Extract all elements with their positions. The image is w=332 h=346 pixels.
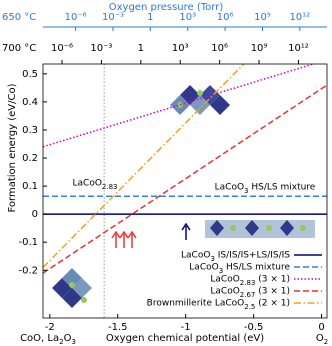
top-tick-label: 10⁹ [251, 43, 268, 54]
top-tick-label: 10⁶ [211, 43, 228, 54]
x-max-label: O2 [316, 333, 328, 346]
legend-label: LaCoO3 HS/LS mixture [189, 263, 290, 276]
y-tick-label: 0.4 [22, 97, 38, 108]
y-tick-label: 0 [32, 209, 38, 220]
crystal-structures [52, 85, 315, 308]
top-tick-label: 1 [147, 12, 153, 23]
plot-lines [43, 64, 327, 318]
top-tick-label: 10⁹ [254, 12, 271, 23]
top-tick-label: 10¹² [288, 43, 309, 54]
y-tick-label: 0.1 [22, 181, 38, 192]
top-tick-label: 10³ [179, 12, 196, 23]
legend-label: LaCoO3 IS/IS/IS+LS/IS/IS [181, 251, 290, 264]
x-axis-label: Oxygen chemical potential (eV) [106, 333, 264, 344]
top-tick-label: 10⁻⁶ [65, 12, 87, 23]
top-tick-label: 10¹² [289, 12, 310, 23]
temperature-label: 700 °C [2, 43, 36, 54]
x-min-label: CoO, La2O3 [20, 333, 76, 346]
top-tick-label: 10⁶ [217, 12, 234, 23]
series-line [43, 84, 327, 274]
plot-frame [42, 63, 328, 319]
x-tick-label: 0 [318, 322, 324, 333]
top-tick-label: 1 [138, 43, 144, 54]
y-tick-label: -0.1 [18, 237, 38, 248]
top-tick-label: 10⁻⁶ [51, 43, 73, 54]
legend-label: LaCoO2.67 (3 × 1) [210, 287, 290, 300]
y-tick-label: 0.3 [22, 125, 38, 136]
x-tick-label: -1 [181, 322, 191, 333]
y-tick-label: 0.5 [22, 69, 38, 80]
x-tick-label: -2 [45, 322, 55, 333]
top-axis-label: Oxygen pressure (Torr) [109, 2, 224, 13]
annotation: LaCoO2.83 [73, 179, 118, 192]
top-tick-label: 10⁻³ [90, 43, 112, 54]
x-tick-label: -0.5 [244, 322, 264, 333]
y-tick-label: -0.2 [18, 265, 38, 276]
series-line [43, 64, 316, 148]
arrows [111, 222, 191, 248]
top-tick-label: 10⁻³ [102, 12, 124, 23]
top-tick-label: 10³ [172, 43, 189, 54]
x-tick-label: -1.5 [108, 322, 128, 333]
y-axis-label: Formation energy (eV/Co) [7, 83, 18, 212]
legend-label: LaCoO2.83 (3 × 1) [210, 275, 290, 288]
temperature-label: 650 °C [2, 12, 36, 23]
annotation: LaCoO3 HS/LS mixture [215, 183, 316, 196]
y-tick-label: 0.2 [22, 153, 38, 164]
